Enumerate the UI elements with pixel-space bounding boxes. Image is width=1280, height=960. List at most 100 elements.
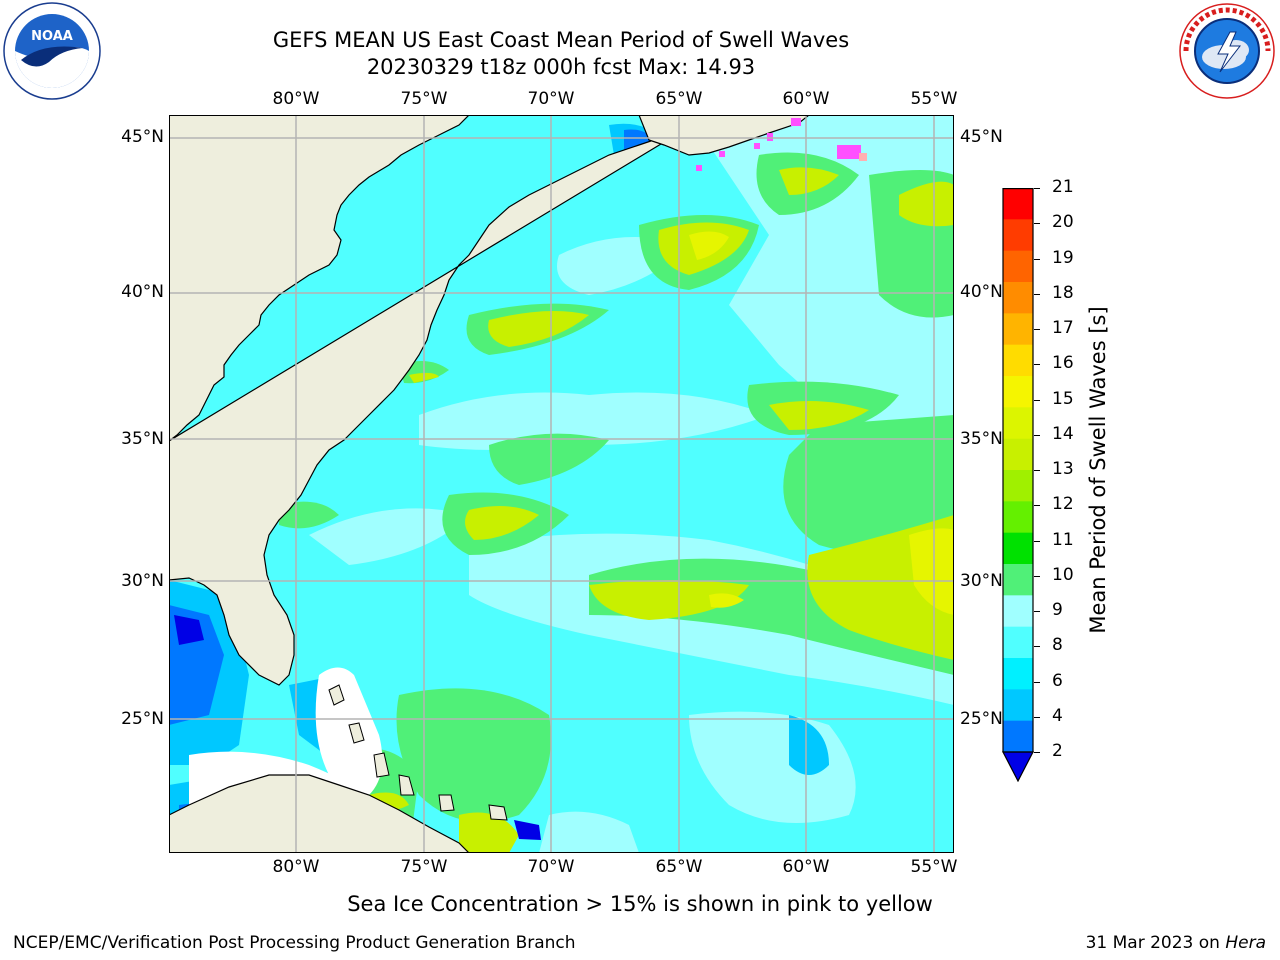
colorbar-segment [1003,282,1033,314]
colorbar-tick [1034,470,1040,471]
colorbar-label: 14 [1052,423,1074,444]
lon-tick-bottom-55w: 55°W [910,857,958,877]
colorbar-segment [1003,376,1033,408]
lat-tick-right-45n: 45°N [960,127,1003,147]
colorbar-label: 4 [1052,705,1063,726]
colorbar-segment [1003,250,1033,283]
land-canada [638,115,810,156]
lon-tick-top-60w: 60°W [782,89,830,109]
colorbar-tick [1034,329,1040,330]
colorbar-label: 8 [1052,635,1063,656]
colorbar-label: 11 [1052,529,1074,550]
colorbar-tick [1034,188,1040,189]
lon-tick-top-55w: 55°W [910,89,958,109]
lat-tick-right-25n: 25°N [960,709,1003,729]
map-caption: Sea Ice Concentration > 15% is shown in … [347,892,933,916]
colorbar-label: 2 [1052,741,1063,761]
colorbar-segment [1003,313,1033,346]
colorbar-label: 21 [1052,177,1074,197]
colorbar-label: 10 [1052,564,1074,585]
footer-host: Hera [1225,933,1266,953]
colorbar-extend-triangle [1002,751,1034,783]
colorbar-segment [1003,689,1033,722]
footer-date: 31 Mar 2023 on [1085,933,1226,953]
lat-tick-right-30n: 30°N [960,571,1003,591]
colorbar-segment [1003,564,1033,596]
lon-tick-top-75w: 75°W [400,89,448,109]
colorbar-tick [1034,364,1040,366]
colorbar-tick [1034,293,1040,295]
colorbar-tick [1034,540,1040,542]
nws-logo-icon [1179,3,1275,99]
colorbar-tick [1034,611,1040,612]
lat-tick-left-40n: 40°N [121,282,164,302]
colorbar-segment [1003,532,1033,565]
chart-title-line2: 20230329 t18z 000h fcst Max: 14.93 [366,55,756,79]
lat-tick-right-35n: 35°N [960,429,1003,449]
colorbar-segment [1003,501,1033,534]
lon-tick-top-65w: 65°W [655,89,703,109]
colorbar-label: 17 [1052,318,1074,338]
lat-tick-left-45n: 45°N [121,127,164,147]
colorbar-segment [1003,188,1033,220]
colorbar-border [1002,188,1034,753]
colorbar-tick [1034,258,1040,260]
lon-tick-bottom-75w: 75°W [400,857,448,877]
lon-tick-bottom-60w: 60°W [782,857,830,877]
colorbar-label: 12 [1052,494,1074,515]
colorbar-label: 15 [1052,388,1074,409]
land-cuba [169,774,470,853]
colorbar-label: 20 [1052,212,1074,233]
land-us [169,115,710,686]
lon-tick-bottom-70w: 70°W [527,857,575,877]
colorbar-tick [1034,681,1040,683]
colorbar-tick [1034,752,1040,753]
colorbar-tick [1034,399,1040,401]
colorbar-segment [1003,219,1033,252]
lat-tick-left-30n: 30°N [121,571,164,591]
swell-field-14s [689,231,954,615]
map-svg [169,115,954,853]
colorbar-label: 16 [1052,353,1074,374]
lat-tick-left-25n: 25°N [121,709,164,729]
lon-tick-top-80w: 80°W [272,89,320,109]
map-grid [169,115,954,853]
colorbar-segment [1003,407,1033,440]
lon-tick-bottom-80w: 80°W [272,857,320,877]
colorbar [1002,188,1034,783]
colorbar-title: Mean Period of Swell Waves [s] [1086,306,1110,634]
noaa-logo: NOAA [3,2,101,100]
colorbar-tick [1034,505,1040,507]
colorbar-label: 19 [1052,247,1074,268]
footer-left: NCEP/EMC/Verification Post Processing Pr… [13,933,576,953]
colorbar-tick [1034,223,1040,225]
lat-tick-right-40n: 40°N [960,282,1003,302]
colorbar-label: 9 [1052,600,1063,620]
land-bahamas [328,684,508,821]
footer-right: 31 Mar 2023 on Hera [1086,933,1266,953]
map-frame [169,115,954,853]
lon-tick-top-70w: 70°W [527,89,575,109]
colorbar-segment [1003,595,1033,628]
colorbar-tick [1034,646,1040,648]
colorbar-tick [1034,716,1040,718]
colorbar-segment [1003,720,1033,753]
lon-tick-bottom-65w: 65°W [655,857,703,877]
chart-title-line1: GEFS MEAN US East Coast Mean Period of S… [272,28,850,52]
colorbar-segment [1003,344,1033,377]
colorbar-segment [1003,626,1033,659]
colorbar-segment [1003,658,1033,690]
sea-ice [696,118,867,171]
colorbar-label: 13 [1052,459,1074,479]
lat-tick-left-35n: 35°N [121,429,164,449]
colorbar-tick [1034,575,1040,577]
colorbar-segment [1003,470,1033,502]
noaa-logo-text: NOAA [31,29,73,44]
colorbar-segment [1003,438,1033,471]
noaa-logo-icon: NOAA [3,2,101,100]
colorbar-label: 6 [1052,670,1063,691]
colorbar-label: 18 [1052,282,1074,303]
map-area [169,115,954,853]
nws-logo [1178,2,1276,100]
colorbar-svg [1002,188,1034,783]
